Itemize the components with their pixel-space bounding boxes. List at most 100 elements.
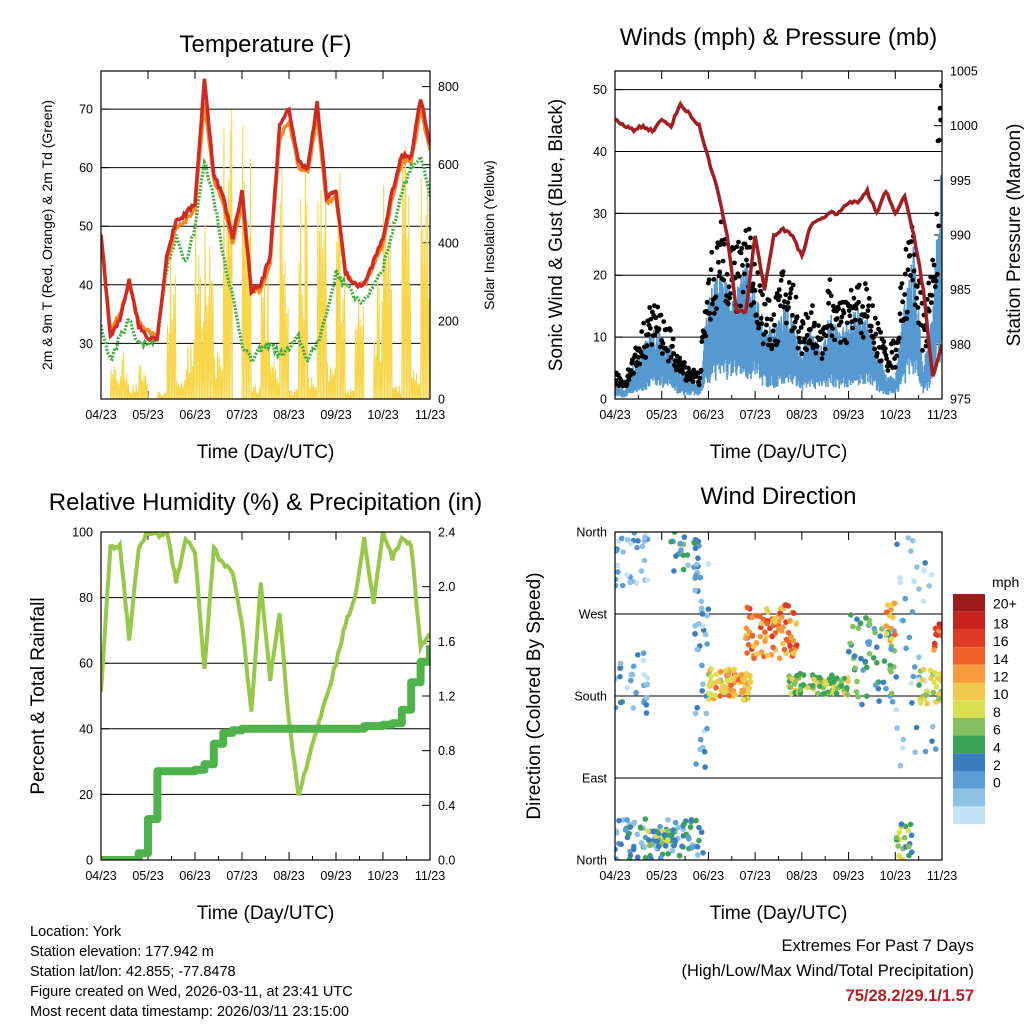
gust-point xyxy=(844,320,850,326)
direction-point xyxy=(916,586,922,592)
direction-point xyxy=(897,575,903,581)
gust-point xyxy=(697,375,703,381)
direction-point xyxy=(901,834,908,841)
gust-point xyxy=(770,343,775,348)
legend-swatch xyxy=(953,647,985,665)
y2-tick-label: 1.6 xyxy=(438,635,455,649)
gust-point xyxy=(928,274,934,280)
direction-point xyxy=(615,856,619,860)
direction-point xyxy=(697,574,704,581)
gust-point xyxy=(660,351,665,356)
direction-point xyxy=(739,687,745,694)
direction-point xyxy=(679,843,685,850)
direction-point xyxy=(694,844,701,850)
plot-border xyxy=(614,531,943,861)
gust-point xyxy=(740,289,746,295)
direction-point xyxy=(665,851,671,857)
direction-point xyxy=(880,679,887,686)
direction-point xyxy=(765,609,771,615)
direction-point xyxy=(634,831,641,838)
direction-point xyxy=(916,682,922,688)
y-tick-label: 40 xyxy=(593,145,607,159)
plot-area xyxy=(101,78,430,399)
gust-point xyxy=(648,325,653,331)
direction-point xyxy=(702,764,708,770)
direction-point xyxy=(708,666,714,672)
extremes-heading: Extremes For Past 7 Days xyxy=(781,937,974,955)
direction-point xyxy=(936,691,942,697)
direction-point xyxy=(888,669,894,675)
gust-point xyxy=(838,319,844,325)
direction-point xyxy=(706,696,712,703)
gust-point xyxy=(873,331,879,337)
direction-point xyxy=(770,644,776,651)
direction-point xyxy=(850,623,856,630)
direction-point xyxy=(618,841,624,848)
gust-point xyxy=(626,377,632,382)
gust-point xyxy=(823,333,829,339)
gust-point xyxy=(714,245,720,250)
gust-point xyxy=(848,287,854,293)
series-total-precipitation xyxy=(101,645,430,860)
gust-point xyxy=(738,303,743,309)
gust-point xyxy=(923,343,929,349)
direction-point xyxy=(677,540,684,547)
y-axis-label: Percent & Total Rainfall xyxy=(28,597,49,794)
gust-point xyxy=(830,326,835,331)
gust-point xyxy=(722,241,727,247)
gust-point xyxy=(768,317,774,322)
x-tick-label: 04/23 xyxy=(85,869,116,883)
y2-axis-label: Station Pressure (Maroon) xyxy=(1004,124,1024,347)
direction-point xyxy=(700,744,706,751)
gust-point xyxy=(881,339,887,345)
gust-point xyxy=(745,263,751,268)
direction-point xyxy=(635,538,641,544)
direction-point xyxy=(881,658,888,664)
panel-title: Wind Direction xyxy=(700,483,856,510)
panel-2: Winds (mph) & Pressure (mb) Time (Day/UTC… xyxy=(546,24,1024,463)
direction-point xyxy=(848,612,854,618)
legend-label: 14 xyxy=(993,651,1009,667)
direction-point xyxy=(908,849,915,855)
legend-swatch xyxy=(953,806,985,825)
legend-label: 2 xyxy=(993,757,1001,773)
plot-border xyxy=(100,70,431,400)
gust-point xyxy=(862,281,868,287)
gust-point xyxy=(748,235,753,241)
direction-point xyxy=(814,690,821,697)
gust-point xyxy=(751,300,757,305)
gust-point xyxy=(804,332,810,338)
gust-point xyxy=(696,382,702,388)
gust-point xyxy=(796,335,802,341)
gust-point xyxy=(908,239,914,244)
gust-point xyxy=(767,337,773,342)
gust-point xyxy=(660,341,666,346)
gust-point xyxy=(870,303,875,309)
x-tick-label: 07/23 xyxy=(740,408,771,422)
direction-point xyxy=(615,562,621,569)
gust-point xyxy=(871,340,877,346)
direction-point xyxy=(648,855,654,860)
gust-point xyxy=(746,226,752,232)
direction-point xyxy=(643,702,650,708)
plot-area xyxy=(615,83,942,398)
gust-point xyxy=(648,316,654,322)
direction-point xyxy=(640,650,647,656)
direction-point xyxy=(858,655,864,662)
gust-point xyxy=(776,287,782,292)
direction-point xyxy=(874,660,880,666)
direction-point xyxy=(699,688,705,694)
y-tick-label: 30 xyxy=(593,207,607,221)
direction-point xyxy=(749,633,756,639)
direction-point xyxy=(896,853,902,859)
legend-label: 4 xyxy=(993,739,1001,755)
direction-point xyxy=(898,821,905,827)
direction-point xyxy=(789,676,795,682)
direction-point xyxy=(903,645,909,652)
direction-point xyxy=(732,692,738,698)
gust-point xyxy=(858,330,864,336)
gust-point xyxy=(759,321,765,327)
direction-point xyxy=(644,577,651,583)
direction-point xyxy=(616,817,622,824)
direction-point xyxy=(634,544,640,551)
